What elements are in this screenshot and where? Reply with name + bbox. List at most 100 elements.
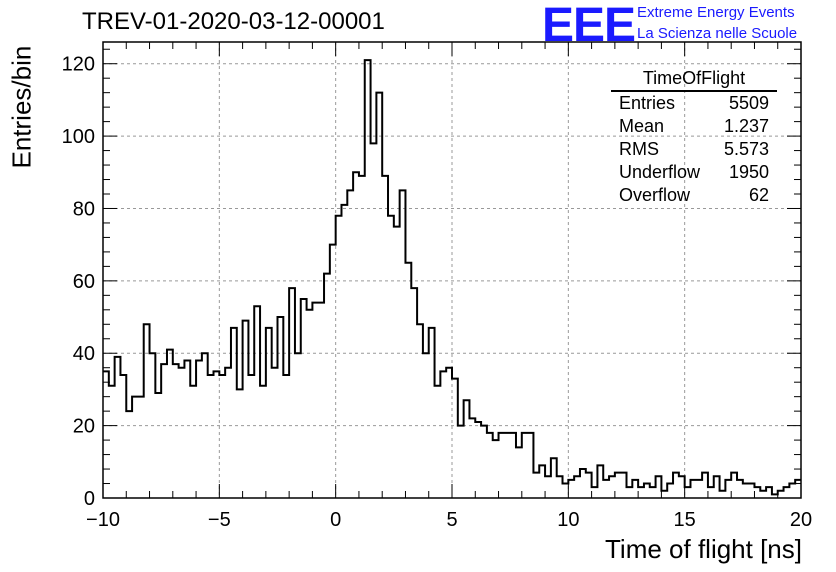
logo-line-1: Extreme Energy Events bbox=[637, 4, 795, 21]
histogram-bin bbox=[312, 303, 318, 498]
stats-row: Underflow 1950 bbox=[611, 161, 777, 184]
histogram-bin bbox=[440, 371, 446, 498]
histogram-bin bbox=[394, 227, 400, 498]
stats-value: 1950 bbox=[728, 162, 769, 182]
histogram-bin bbox=[720, 491, 726, 498]
stats-box: TimeOfFlight Entries 5509 Mean 1.237 RMS 5.… bbox=[611, 68, 777, 207]
histogram-bin bbox=[167, 350, 173, 498]
histogram-bin bbox=[388, 216, 394, 498]
stats-value: 5.573 bbox=[723, 139, 769, 159]
histogram-bin bbox=[103, 371, 109, 498]
histogram-bin bbox=[359, 176, 365, 498]
histogram-bin bbox=[155, 393, 161, 498]
stats-label: RMS bbox=[619, 139, 659, 159]
x-tick-label: −5 bbox=[208, 509, 231, 531]
histogram-bin bbox=[341, 205, 347, 498]
histogram-bin bbox=[743, 484, 749, 498]
stats-label: Entries bbox=[619, 93, 676, 113]
histogram-bin bbox=[533, 473, 539, 498]
histogram-bin bbox=[487, 433, 493, 498]
x-tick-label: 20 bbox=[790, 509, 812, 531]
stats-value: 62 bbox=[748, 185, 769, 205]
histogram-bin bbox=[696, 480, 702, 498]
y-axis-label: Entries/bin bbox=[6, 45, 37, 169]
stats-label: Overflow bbox=[619, 185, 691, 205]
histogram-bin bbox=[347, 190, 353, 498]
stats-row: Mean 1.237 bbox=[611, 115, 777, 138]
histogram-bin bbox=[109, 386, 115, 498]
histogram-bin bbox=[475, 422, 481, 498]
histogram-bin bbox=[516, 447, 522, 498]
histogram-bin bbox=[458, 426, 464, 498]
y-tick-label: 0 bbox=[84, 488, 95, 510]
histogram-bin bbox=[504, 433, 510, 498]
histogram-bin bbox=[283, 375, 289, 498]
histogram-bin bbox=[179, 368, 185, 498]
histogram-bin bbox=[499, 433, 505, 498]
histogram-bin bbox=[214, 371, 220, 498]
histogram-bin bbox=[592, 487, 598, 498]
histogram-bin bbox=[330, 245, 336, 498]
y-tick-label: 20 bbox=[73, 416, 95, 438]
histogram-bin bbox=[650, 487, 656, 498]
histogram-bin bbox=[353, 172, 359, 498]
histogram-bin bbox=[318, 303, 324, 498]
histogram-bin bbox=[295, 353, 301, 498]
histogram-bin bbox=[638, 487, 644, 498]
histogram-bin bbox=[126, 411, 132, 498]
x-axis-label: Time of flight [ns] bbox=[605, 534, 802, 564]
y-tick-label: 40 bbox=[73, 343, 95, 365]
y-tick-label: 80 bbox=[73, 198, 95, 220]
histogram-bin bbox=[248, 375, 254, 498]
histogram-bin bbox=[190, 386, 196, 498]
histogram-bin bbox=[423, 353, 429, 498]
x-tick-label: 5 bbox=[446, 509, 457, 531]
histogram-bin bbox=[307, 310, 313, 498]
stats-row: Overflow 62 bbox=[611, 184, 777, 207]
plot-title: TREV-01-2020-03-12-00001 bbox=[82, 8, 385, 35]
stats-label: Underflow bbox=[619, 162, 701, 182]
histogram-bin bbox=[563, 484, 569, 498]
y-tick-label: 100 bbox=[62, 126, 95, 148]
histogram-bin bbox=[545, 476, 551, 498]
x-tick-label: 0 bbox=[330, 509, 341, 531]
stats-label: Mean bbox=[619, 116, 665, 136]
histogram-bin bbox=[219, 375, 225, 498]
logo-line-2: La Scienza nelle Scuole bbox=[637, 25, 798, 42]
histogram-bin bbox=[446, 368, 452, 498]
histogram-bin bbox=[435, 386, 441, 498]
y-tick-label: 120 bbox=[62, 54, 95, 76]
histogram-bin bbox=[603, 480, 609, 498]
histogram-bin bbox=[493, 440, 499, 498]
histogram-bin bbox=[405, 263, 411, 498]
histogram-bin bbox=[661, 491, 667, 498]
histogram-bin bbox=[272, 368, 278, 498]
histogram-bin bbox=[324, 274, 330, 498]
histogram-bin bbox=[481, 426, 487, 498]
histogram-bin bbox=[260, 386, 266, 498]
y-tick-label: 60 bbox=[73, 271, 95, 293]
stats-value: 1.237 bbox=[723, 116, 769, 136]
histogram-bin bbox=[371, 143, 377, 498]
x-tick-label: −10 bbox=[86, 509, 120, 531]
histogram-series-line bbox=[103, 59, 801, 496]
histogram-bin bbox=[237, 389, 243, 498]
histogram-bin bbox=[225, 368, 231, 498]
histogram-bin bbox=[760, 491, 766, 498]
histogram-bin bbox=[138, 397, 144, 498]
histogram-bin bbox=[685, 487, 691, 498]
stats-title: TimeOfFlight bbox=[611, 68, 777, 92]
stats-value: 5509 bbox=[728, 93, 769, 113]
x-tick-label: 15 bbox=[674, 509, 696, 531]
histogram-bin bbox=[382, 176, 388, 498]
stats-row: RMS 5.573 bbox=[611, 138, 777, 161]
histogram-bin bbox=[708, 487, 714, 498]
stats-row: Entries 5509 bbox=[611, 92, 777, 115]
histogram-bin bbox=[336, 216, 342, 498]
histogram-bin bbox=[173, 364, 179, 498]
histogram-bin bbox=[627, 487, 633, 498]
histogram-bin bbox=[469, 418, 475, 498]
x-tick-label: 10 bbox=[557, 509, 579, 531]
histogram-bin bbox=[208, 375, 214, 498]
